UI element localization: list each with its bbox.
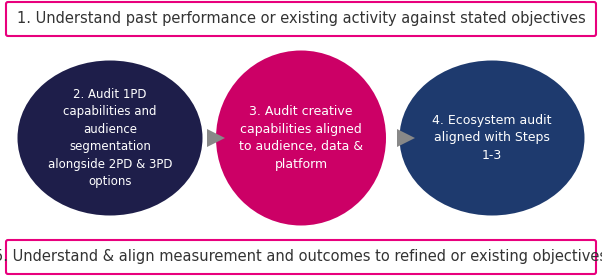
FancyBboxPatch shape	[6, 240, 596, 274]
Ellipse shape	[17, 60, 202, 216]
Text: 5. Understand & align measurement and outcomes to refined or existing objectives: 5. Understand & align measurement and ou…	[0, 250, 602, 264]
Text: 4. Ecosystem audit
aligned with Steps
1-3: 4. Ecosystem audit aligned with Steps 1-…	[432, 114, 552, 162]
Text: 2. Audit 1PD
capabilities and
audience
segmentation
alongside 2PD & 3PD
options: 2. Audit 1PD capabilities and audience s…	[48, 88, 172, 188]
Text: 1. Understand past performance or existing activity against stated objectives: 1. Understand past performance or existi…	[17, 12, 585, 26]
Text: 3. Audit creative
capabilities aligned
to audience, data &
platform: 3. Audit creative capabilities aligned t…	[239, 105, 363, 171]
FancyBboxPatch shape	[6, 2, 596, 36]
Polygon shape	[397, 129, 415, 147]
Polygon shape	[207, 129, 225, 147]
Ellipse shape	[400, 60, 585, 216]
Ellipse shape	[216, 51, 386, 225]
